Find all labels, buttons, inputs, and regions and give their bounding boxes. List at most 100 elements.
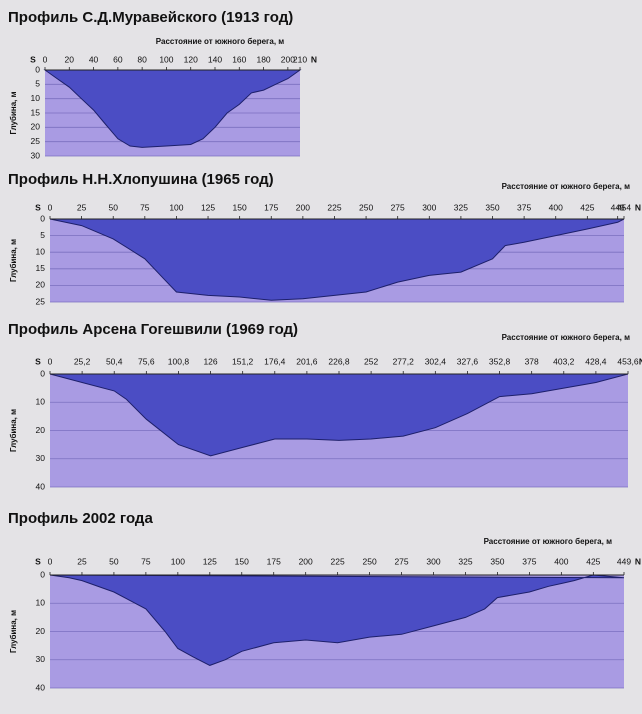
y-tick-label: 0	[40, 368, 45, 378]
y-tick-label: 0	[40, 213, 45, 223]
x-tick-label: 150	[235, 556, 249, 566]
x-tick-label: 175	[264, 202, 278, 212]
x-tick-label: 400	[549, 202, 563, 212]
x-tick-label: 403,2	[553, 356, 575, 366]
x-tick-label: 25,2	[74, 356, 91, 366]
y-axis-label: Глубина, м	[9, 409, 18, 452]
depth-area	[49, 373, 629, 457]
y-tick-label: 25	[36, 296, 46, 306]
x-axis-label: Расстояние от южного берега, м	[484, 537, 612, 546]
x-tick-label: 100	[159, 54, 173, 64]
y-tick-label: 15	[31, 107, 41, 117]
x-tick-label: 100,8	[168, 356, 190, 366]
x-tick-label: 350	[485, 202, 499, 212]
y-tick-label: 20	[36, 626, 46, 636]
x-tick-label: 75	[140, 202, 150, 212]
x-tick-label: 275	[394, 556, 408, 566]
y-tick-label: 10	[36, 397, 46, 407]
y-axis-label: Глубина, м	[9, 239, 18, 282]
x-tick-label: 75,6	[138, 356, 155, 366]
x-tick-label: 150	[233, 202, 247, 212]
y-tick-label: 10	[36, 246, 46, 256]
x-tick-label: 425	[586, 556, 600, 566]
x-tick-label: 449	[611, 202, 625, 212]
y-axis-label: Глубина, м	[9, 610, 18, 653]
x-tick-label: 325	[454, 202, 468, 212]
end-label: N	[635, 202, 641, 212]
y-tick-label: 30	[36, 654, 46, 664]
chart-title: Профиль 2002 года	[8, 510, 153, 527]
x-tick-label: 378	[525, 356, 539, 366]
x-tick-label: 180	[256, 54, 270, 64]
x-tick-label: 449	[617, 556, 631, 566]
x-tick-label: 75	[141, 556, 151, 566]
y-axis-label: Глубина, м	[9, 91, 18, 134]
start-label: S	[35, 556, 41, 566]
x-tick-label: 400	[554, 556, 568, 566]
x-tick-label: 200	[281, 54, 295, 64]
x-tick-label: 40	[89, 54, 99, 64]
chart-title: Профиль С.Д.Муравейского (1913 год)	[8, 9, 293, 26]
depth-area	[43, 69, 302, 148]
y-tick-label: 25	[31, 136, 41, 146]
end-label: N	[635, 556, 641, 566]
x-tick-label: 302,4	[425, 356, 447, 366]
x-tick-label: 454	[617, 202, 631, 212]
x-tick-label: 425	[580, 202, 594, 212]
x-tick-label: 225	[327, 202, 341, 212]
x-tick-label: 50	[109, 556, 119, 566]
y-tick-label: 15	[36, 263, 46, 273]
x-tick-label: 140	[208, 54, 222, 64]
x-tick-label: 428,4	[585, 356, 607, 366]
y-tick-label: 10	[31, 93, 41, 103]
y-tick-label: 40	[36, 682, 46, 692]
x-tick-label: 375	[517, 202, 531, 212]
x-tick-label: 0	[48, 202, 53, 212]
x-axis-label: Расстояние от южного берега, м	[156, 37, 284, 46]
x-tick-label: 0	[48, 556, 53, 566]
x-tick-label: 350	[490, 556, 504, 566]
x-tick-label: 80	[137, 54, 147, 64]
x-tick-label: 201,6	[296, 356, 318, 366]
y-tick-label: 5	[40, 230, 45, 240]
x-tick-label: 126	[203, 356, 217, 366]
depth-area	[49, 218, 625, 301]
y-tick-label: 30	[31, 150, 41, 160]
y-tick-label: 0	[40, 569, 45, 579]
y-tick-label: 30	[36, 453, 46, 463]
x-tick-label: 325	[458, 556, 472, 566]
x-tick-label: 250	[363, 556, 377, 566]
x-tick-label: 300	[422, 202, 436, 212]
start-label: S	[35, 356, 41, 366]
y-tick-label: 5	[35, 79, 40, 89]
x-tick-label: 200	[299, 556, 313, 566]
y-tick-label: 20	[36, 280, 46, 290]
x-tick-label: 375	[522, 556, 536, 566]
x-tick-label: 176,4	[264, 356, 286, 366]
x-tick-label: 25	[77, 202, 87, 212]
x-tick-label: 125	[203, 556, 217, 566]
x-tick-label: 175	[267, 556, 281, 566]
depth-area	[49, 574, 625, 666]
x-tick-label: 50	[108, 202, 118, 212]
y-tick-label: 20	[36, 425, 46, 435]
x-tick-label: 210	[293, 54, 307, 64]
x-tick-label: 225	[331, 556, 345, 566]
x-tick-label: 0	[48, 356, 53, 366]
x-tick-label: 352,8	[489, 356, 511, 366]
x-tick-label: 125	[201, 202, 215, 212]
y-tick-label: 20	[31, 122, 41, 132]
x-axis-label: Расстояние от южного берега, м	[502, 333, 630, 342]
x-tick-label: 50,4	[106, 356, 123, 366]
x-tick-label: 250	[359, 202, 373, 212]
x-tick-label: 252	[364, 356, 378, 366]
x-tick-label: 25	[77, 556, 87, 566]
x-tick-label: 20	[65, 54, 75, 64]
x-tick-label: 300	[426, 556, 440, 566]
x-axis-label: Расстояние от южного берега, м	[502, 182, 630, 191]
x-tick-label: 160	[232, 54, 246, 64]
x-tick-label: 151,2	[232, 356, 254, 366]
x-tick-label: 275	[391, 202, 405, 212]
